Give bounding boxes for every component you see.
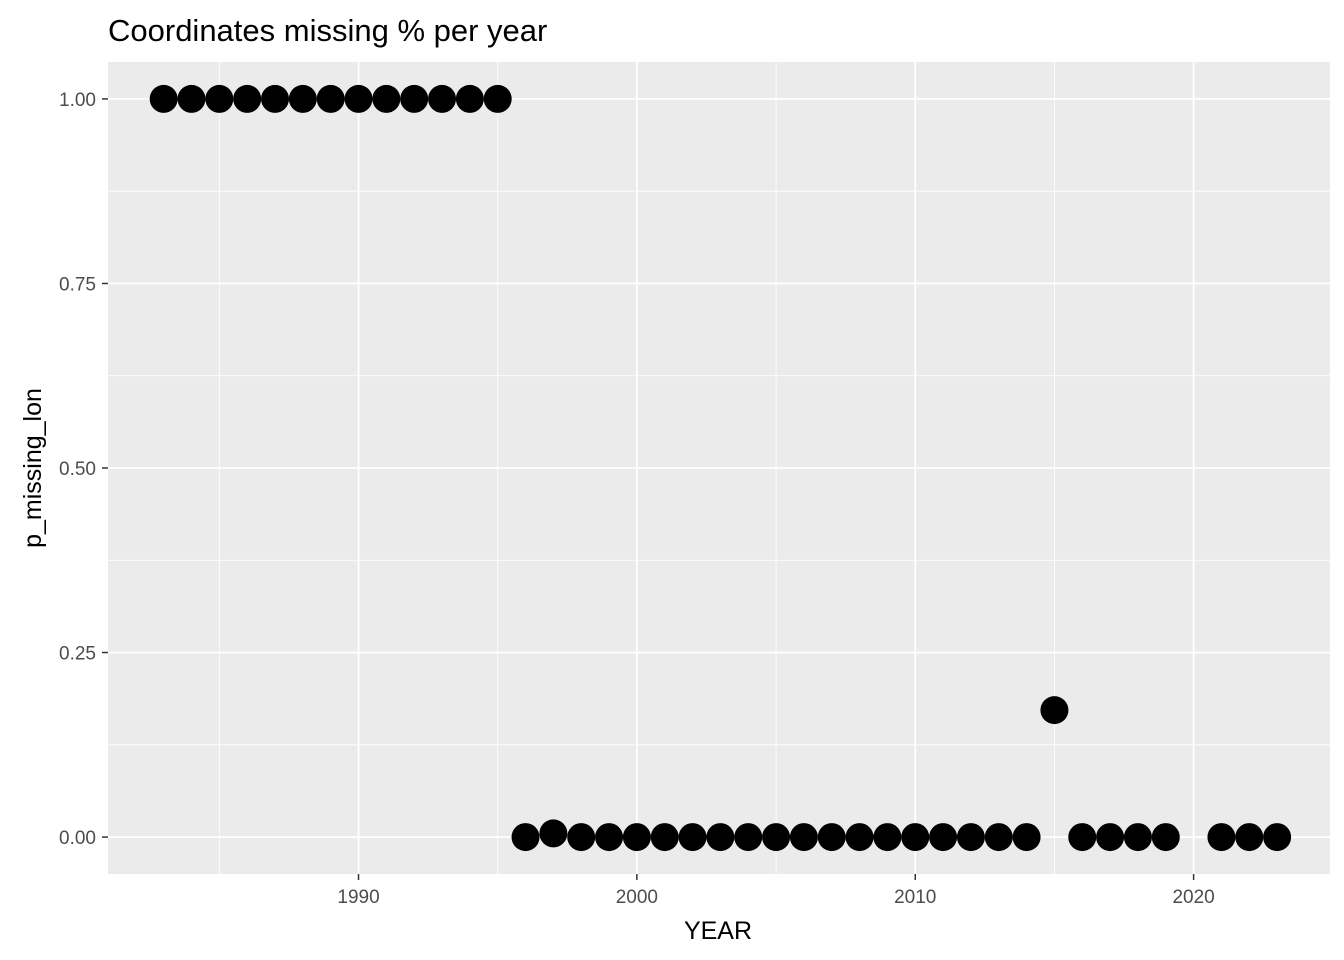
data-point: [845, 823, 874, 852]
data-point: [678, 823, 707, 852]
x-axis-ticks: 1990 2000 2010 2020: [337, 874, 1215, 908]
data-point: [567, 823, 596, 852]
major-gridlines: [108, 62, 1330, 874]
x-tick-label: 2010: [894, 887, 936, 908]
x-tick-label: 2020: [1172, 887, 1214, 908]
data-point: [539, 819, 568, 848]
data-point: [1068, 823, 1097, 852]
x-tick-label: 1990: [337, 887, 379, 908]
data-point: [372, 84, 401, 113]
y-tick-label: 0.50: [59, 459, 96, 480]
data-point: [1235, 823, 1264, 852]
data-point: [1151, 823, 1180, 852]
data-point: [1263, 823, 1292, 852]
data-points: [149, 84, 1292, 852]
data-point: [511, 823, 540, 852]
data-point: [233, 84, 262, 113]
data-point: [1207, 823, 1236, 852]
y-axis-ticks: 0.00 0.25 0.50 0.75 1.00: [59, 90, 108, 849]
data-point: [706, 823, 735, 852]
y-tick-label: 0.25: [59, 644, 96, 665]
data-point: [929, 823, 958, 852]
data-point: [901, 823, 930, 852]
x-tick-label: 2000: [616, 887, 658, 908]
data-point: [1040, 696, 1069, 725]
data-point: [344, 84, 373, 113]
x-axis-title: YEAR: [684, 917, 752, 945]
data-point: [149, 84, 178, 113]
data-point: [595, 823, 624, 852]
data-point: [984, 823, 1013, 852]
y-tick-label: 0.75: [59, 274, 96, 295]
y-tick-label: 1.00: [59, 90, 96, 111]
data-point: [177, 84, 206, 113]
data-point: [817, 823, 846, 852]
data-point: [873, 823, 902, 852]
data-point: [1123, 823, 1152, 852]
y-axis-title: p_missing_lon: [19, 388, 47, 548]
data-point: [650, 823, 679, 852]
data-point: [1096, 823, 1125, 852]
data-point: [789, 823, 818, 852]
data-point: [483, 84, 512, 113]
data-point: [261, 84, 290, 113]
chart-title: Coordinates missing % per year: [108, 13, 547, 48]
data-point: [288, 84, 317, 113]
data-point: [762, 823, 791, 852]
y-tick-label: 0.00: [59, 828, 96, 849]
data-point: [316, 84, 345, 113]
data-point: [734, 823, 763, 852]
data-point: [455, 84, 484, 113]
data-point: [956, 823, 985, 852]
data-point: [1012, 823, 1041, 852]
data-point: [205, 84, 234, 113]
data-point: [622, 823, 651, 852]
data-point: [428, 84, 457, 113]
data-point: [400, 84, 429, 113]
